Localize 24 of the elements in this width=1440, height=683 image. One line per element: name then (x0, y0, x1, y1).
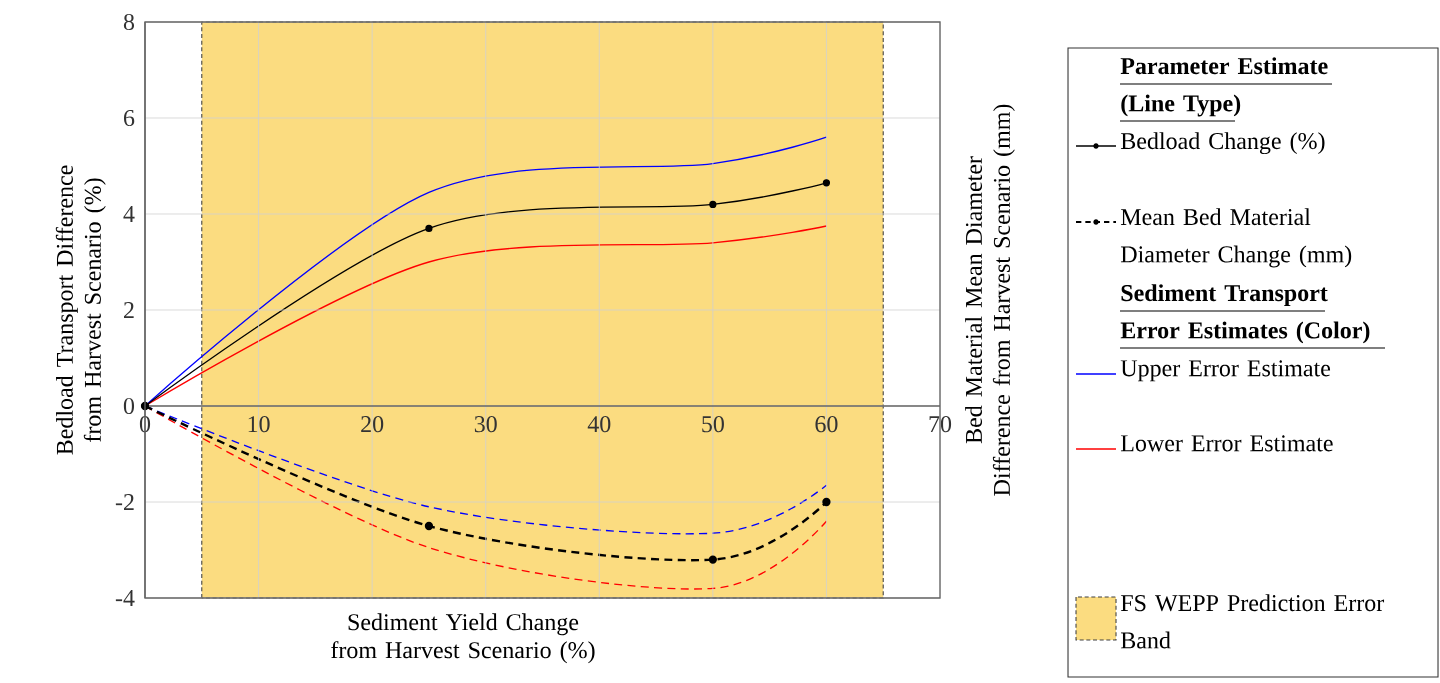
legend-label: Upper Error Estimate (1120, 360, 1331, 382)
x-tick-label: 30 (474, 416, 497, 433)
y-tick-label: 0 (123, 397, 135, 415)
x-axis-title: Sediment Yield Change from Harvest Scenario (%) (331, 613, 595, 664)
y2-axis-title: Bed Material Mean Diameter Difference from Harvest Scenario (mm) (965, 104, 1015, 496)
y-tick-label: 6 (123, 109, 135, 127)
y-tick-label: -4 (115, 590, 135, 606)
y-tick-label: 8 (123, 13, 135, 31)
legend-label: Bedload Change (%) (1120, 132, 1325, 155)
x-tick-label: 60 (815, 416, 838, 433)
legend-label: Lower Error Estimate (1120, 435, 1333, 452)
x-tick-label: 20 (361, 416, 384, 433)
legend-title: Parameter Estimate (Line Type) (1120, 57, 1328, 117)
x-tick-label: 40 (587, 416, 611, 433)
x-tick-label: 70 (929, 416, 952, 433)
legend-label: FS WEPP Prediction Error Band (1120, 594, 1385, 649)
y-tick-label: 2 (124, 302, 134, 318)
y-tick-label: 4 (123, 206, 135, 222)
legend-label: Mean Bed Material Diameter Change (mm) (1120, 208, 1352, 268)
x-tick-label: 50 (702, 416, 724, 433)
text: Sediment Transport Error Estimates (Color) (1120, 284, 1370, 344)
y-axis-title: Bedload Transport Difference from Harvest Scenario (%) (55, 165, 106, 455)
y-tick-label: -2 (115, 494, 134, 510)
x-tick-label: 10 (248, 416, 270, 433)
